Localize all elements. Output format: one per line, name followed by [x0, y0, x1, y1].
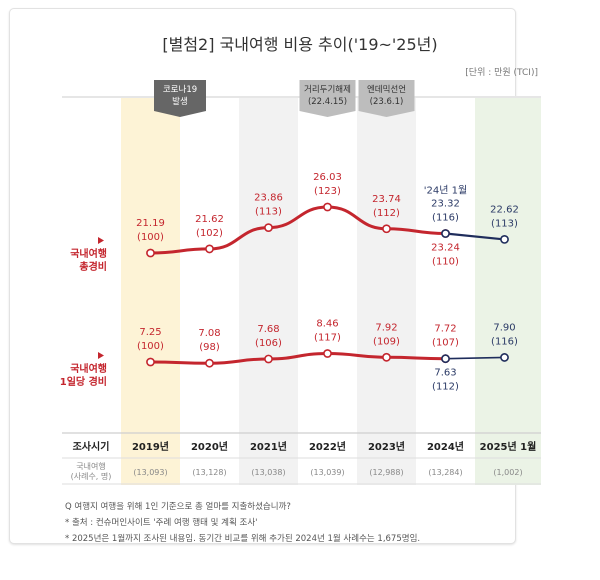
data-point [382, 224, 391, 234]
chart-title: [별첨2] 국내여행 비용 추이('19~'25년) [162, 35, 437, 54]
sample-header: (사례수, 명) [71, 471, 112, 481]
footnote: * 2025년은 1월까지 조사된 내용임. 동기간 비교를 위해 추가된 20… [65, 533, 420, 544]
data-label-index: (116) [432, 213, 459, 224]
sample-size: (13,038) [251, 468, 285, 477]
category-label: 2023년 [368, 440, 405, 453]
data-label-index: (112) [373, 208, 400, 219]
row-header: 조사시기 [73, 440, 110, 453]
sample-size: (1,002) [493, 468, 522, 477]
data-label-index: (123) [314, 186, 341, 197]
data-point [323, 202, 332, 212]
footnote: * 출처 : 컨슈머인사이트 '주례 여행 행태 및 계획 조사' [65, 517, 258, 528]
sample-size: (13,039) [310, 468, 344, 477]
category-label: 2021년 [250, 440, 287, 453]
data-point [500, 235, 509, 244]
data-label-value: 21.19 [136, 218, 165, 229]
data-label-value: 7.72 [434, 324, 456, 335]
event-callout-text: (23.6.1) [370, 97, 404, 107]
data-label-prefix: '24년 1월 [424, 185, 467, 197]
series-name: 총경비 [79, 260, 107, 273]
data-point [382, 352, 391, 362]
data-label-value: 7.08 [198, 328, 220, 339]
sample-size: (12,988) [369, 468, 403, 477]
event-callout [299, 80, 356, 117]
data-label-index: (113) [491, 218, 518, 229]
event-callout [154, 80, 206, 117]
data-point [500, 353, 509, 362]
data-label-index: (102) [196, 228, 223, 239]
data-label-value: 8.46 [316, 319, 338, 330]
event-callout-text: 발생 [172, 96, 188, 107]
data-label-value: 23.32 [431, 199, 460, 210]
event-callout-text: 코로나19 [163, 85, 197, 95]
event-callout [358, 80, 415, 117]
sample-header: 국내여행 [76, 461, 105, 471]
data-point [441, 354, 450, 364]
data-label-index: (116) [491, 336, 518, 347]
data-point [205, 358, 214, 368]
column-band [475, 98, 541, 485]
data-label-value: 7.25 [139, 327, 161, 338]
data-point [264, 223, 273, 233]
data-point [205, 244, 214, 254]
data-point [323, 349, 332, 358]
series-marker-icon [98, 352, 104, 359]
series-marker-icon [98, 237, 104, 244]
data-label-index: (106) [255, 338, 282, 349]
data-label-value: 26.03 [313, 172, 342, 183]
category-label: 2024년 [427, 440, 464, 453]
data-label-value: 7.68 [257, 324, 279, 335]
series-line [445, 232, 505, 241]
sample-size: (13,093) [133, 468, 167, 477]
unit-label: [단위 : 만원 (TCI)] [465, 67, 538, 78]
data-label-value: 7.63 [434, 368, 456, 379]
data-point [441, 229, 450, 238]
data-label-value: 7.90 [493, 322, 515, 333]
series-line [445, 356, 505, 360]
data-point [264, 354, 273, 364]
data-label-index: (117) [314, 333, 341, 344]
data-label-value: 21.62 [195, 214, 224, 225]
data-point [146, 248, 155, 258]
column-band [357, 98, 416, 485]
data-label-index: (98) [199, 342, 220, 353]
data-label-index: (100) [137, 341, 164, 352]
event-callout-text: 거리두기해제 [304, 85, 351, 95]
sample-size: (13,128) [192, 468, 226, 477]
event-callout-text: 엔데믹선언 [367, 84, 406, 95]
column-band [121, 98, 180, 485]
event-callout-text: (22.4.15) [308, 97, 347, 107]
data-label-value: 23.24 [431, 243, 460, 254]
data-label-value: 23.74 [372, 194, 401, 205]
data-label-value: 22.62 [490, 204, 519, 215]
data-label-value: 23.86 [254, 193, 283, 204]
data-label-index: (107) [432, 338, 459, 349]
category-label: 2019년 [132, 440, 169, 453]
data-label-index: (110) [432, 257, 459, 268]
data-point [146, 357, 155, 367]
data-label-index: (113) [255, 207, 282, 218]
series-name: 국내여행 [70, 362, 107, 375]
sample-size: (13,284) [428, 468, 462, 477]
series-name: 1일당 경비 [60, 375, 107, 388]
footnote: Q 여행지 여행을 위해 1인 기준으로 총 얼마를 지출하셨습니까? [65, 501, 291, 512]
series-line [150, 351, 446, 365]
category-label: 2022년 [309, 440, 346, 453]
category-label: 2025년 1월 [480, 440, 537, 453]
column-band [239, 98, 298, 485]
category-label: 2020년 [191, 440, 228, 453]
data-label-index: (112) [432, 382, 459, 393]
data-label-index: (100) [137, 232, 164, 243]
series-name: 국내여행 [70, 247, 107, 260]
data-label-index: (109) [373, 336, 400, 347]
data-label-value: 7.92 [375, 322, 397, 333]
